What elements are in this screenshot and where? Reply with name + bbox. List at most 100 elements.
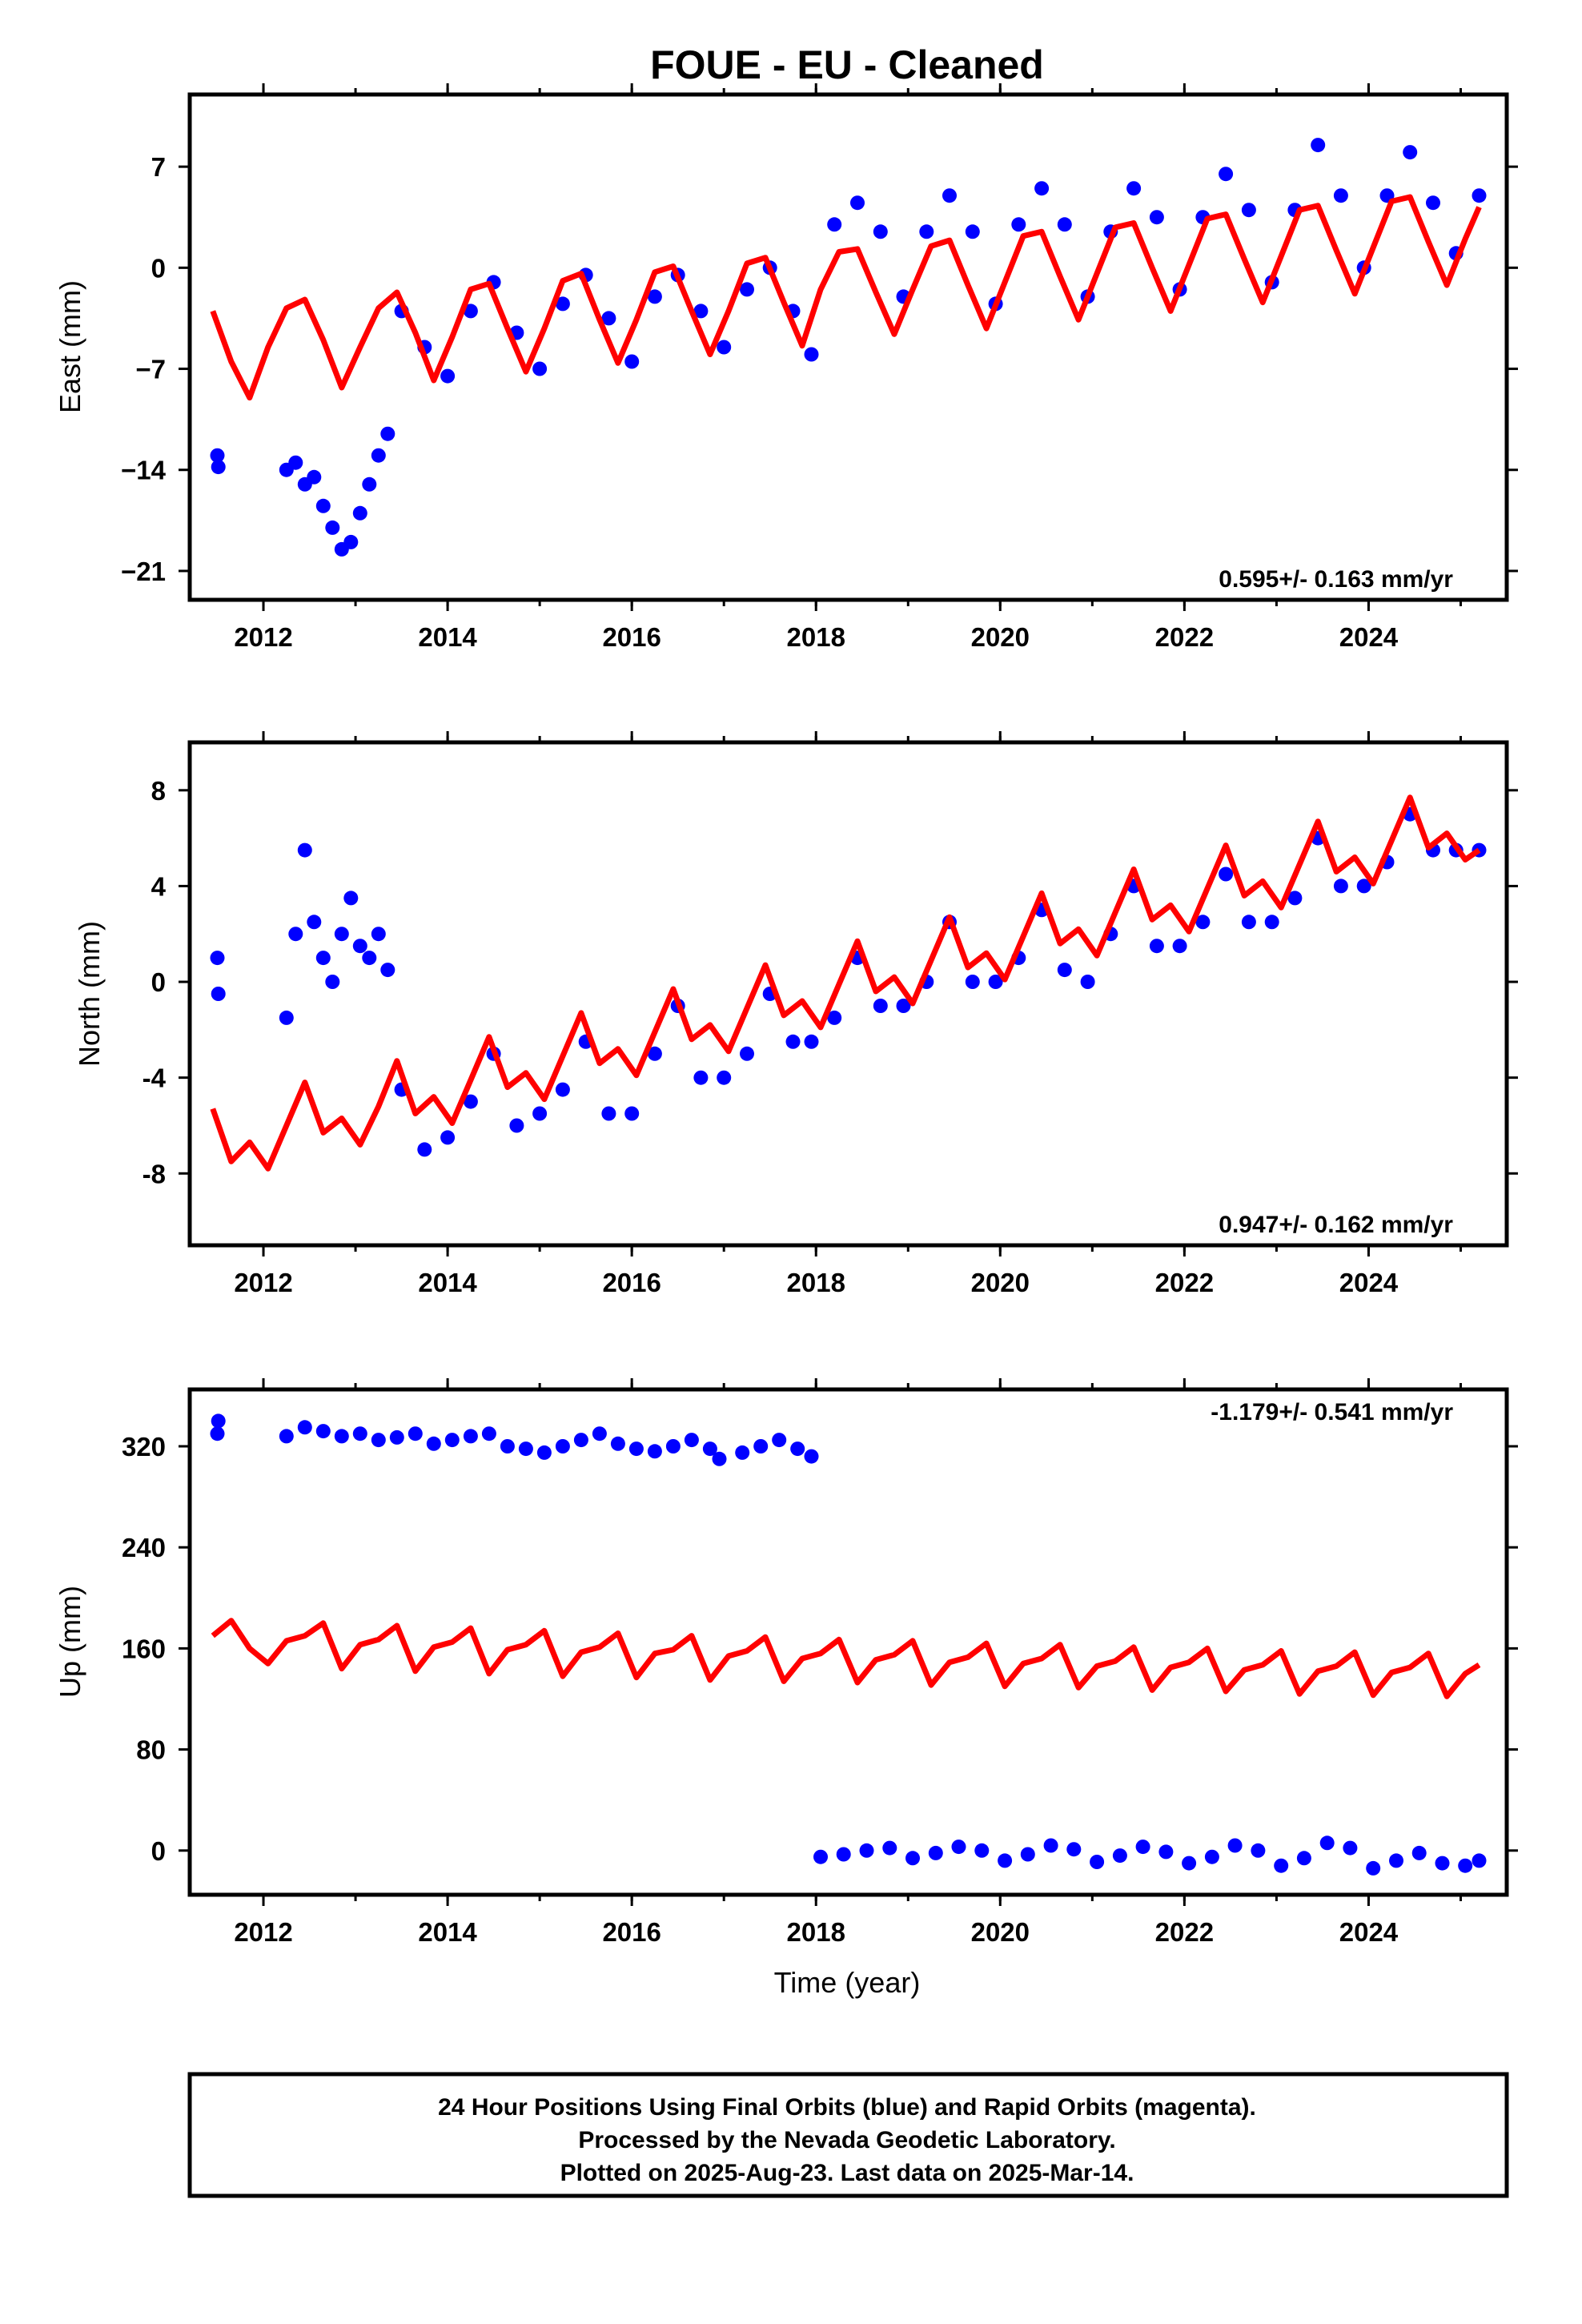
north-data-point — [371, 927, 386, 942]
up-data-point — [702, 1441, 717, 1457]
up-panel: 2012 2014 2016 2018 2020 2022 2024 320 240 160 80 0… — [54, 1378, 1518, 1999]
north-data-point — [463, 1094, 478, 1109]
north-data-point — [601, 1106, 616, 1121]
up-data-point — [1458, 1858, 1473, 1873]
up-data-point — [426, 1436, 441, 1451]
up-data-point — [518, 1441, 533, 1457]
east-data-point — [1126, 181, 1142, 196]
up-data-point — [210, 1426, 225, 1441]
north-data-point — [1057, 963, 1072, 978]
y-tick-label: −14 — [121, 456, 167, 485]
up-data-point — [836, 1847, 851, 1862]
footer-box: 24 Hour Positions Using Final Orbits (bl… — [187, 2072, 1509, 2198]
north-data-point — [279, 1010, 294, 1025]
east-plot-frame — [187, 92, 1509, 602]
north-data-point — [334, 927, 349, 942]
north-data-point — [325, 975, 340, 989]
up-data-point — [592, 1426, 607, 1441]
north-data-point — [717, 1070, 732, 1085]
east-data-point — [1149, 210, 1164, 225]
up-data-point — [555, 1439, 570, 1454]
up-data-point — [882, 1840, 897, 1856]
x-tick-label: 2014 — [418, 1917, 477, 1947]
x-tick-label: 2012 — [234, 622, 292, 652]
x-tick-label: 2022 — [1155, 1268, 1214, 1297]
east-ticks: 2012 2014 2016 2018 2020 2022 2024 7 0 −7 −14 −21 — [121, 83, 1518, 652]
up-data-point — [1296, 1851, 1311, 1866]
north-y-axis-label: North (mm) — [73, 921, 106, 1067]
north-data-point — [297, 842, 312, 858]
x-tick-label: 2018 — [787, 1268, 845, 1297]
north-data-point — [380, 963, 396, 978]
x-tick-label: 2022 — [1155, 1917, 1214, 1947]
y-tick-label: −7 — [135, 355, 166, 384]
up-data-point — [1182, 1856, 1197, 1871]
up-data-point — [1343, 1840, 1358, 1856]
east-data-point — [873, 224, 888, 239]
east-data-point — [1011, 217, 1026, 232]
east-data-point — [532, 361, 548, 376]
east-velocity-label: 0.595+/- 0.163 mm/yr — [1219, 566, 1453, 593]
up-data-point — [859, 1843, 874, 1858]
up-data-point — [1366, 1860, 1381, 1876]
east-data-point — [362, 476, 377, 492]
up-data-point — [279, 1429, 294, 1444]
up-ticks: 2012 2014 2016 2018 2020 2022 2024 320 240 160 80 0 — [122, 1378, 1518, 1947]
x-tick-label: 2012 — [234, 1917, 292, 1947]
x-tick-label: 2024 — [1339, 622, 1399, 652]
up-data-point — [1472, 1853, 1487, 1868]
east-data-point — [624, 354, 640, 369]
north-data-point — [315, 951, 331, 966]
north-data-point — [988, 975, 1003, 989]
y-tick-label: −21 — [121, 557, 166, 586]
up-data-point — [1112, 1848, 1127, 1864]
up-data-point — [536, 1445, 552, 1460]
footer-line-3: Plotted on 2025-Aug-23. Last data on 202… — [560, 2160, 1134, 2186]
east-data-point — [693, 304, 709, 319]
x-tick-label: 2016 — [602, 1917, 661, 1947]
up-data-point — [974, 1843, 990, 1858]
up-data-point — [1227, 1838, 1243, 1853]
y-tick-label: 240 — [122, 1533, 166, 1562]
north-data-point — [804, 1034, 819, 1049]
north-data-point — [417, 1142, 432, 1157]
up-data-point — [928, 1845, 943, 1860]
north-data-point — [1080, 975, 1095, 989]
x-axis-label: Time (year) — [774, 1966, 921, 1999]
y-tick-label: -4 — [143, 1063, 167, 1093]
north-plot-frame — [187, 740, 1509, 1248]
east-data-point — [371, 448, 386, 463]
y-tick-label: 8 — [151, 776, 166, 806]
x-tick-label: 2014 — [418, 622, 477, 652]
x-tick-label: 2022 — [1155, 622, 1214, 652]
north-data-point — [555, 1082, 570, 1097]
up-data-point — [998, 1853, 1013, 1868]
north-data-point — [440, 1130, 456, 1145]
east-panel: 2012 2014 2016 2018 2020 2022 2024 7 0 −7 −14 −21 E… — [54, 83, 1518, 652]
north-data-point — [1219, 866, 1234, 882]
north-data-point — [785, 1034, 801, 1049]
east-data-point — [942, 188, 957, 203]
y-tick-label: -8 — [143, 1159, 166, 1188]
up-data-point — [463, 1429, 478, 1444]
up-data-point — [712, 1451, 727, 1466]
y-tick-label: 0 — [151, 253, 166, 283]
up-data-point — [1043, 1838, 1058, 1853]
x-tick-label: 2016 — [602, 1268, 661, 1297]
east-data-point — [601, 311, 616, 326]
east-data-point — [1426, 195, 1440, 211]
up-data-point — [665, 1439, 681, 1454]
north-data-point — [740, 1046, 754, 1061]
x-tick-label: 2024 — [1339, 1268, 1399, 1297]
x-tick-label: 2018 — [787, 622, 845, 652]
y-tick-label: 160 — [122, 1634, 166, 1663]
up-data-point — [389, 1429, 404, 1445]
up-data-point — [371, 1433, 386, 1448]
up-data-point — [772, 1433, 787, 1448]
x-tick-label: 2018 — [787, 1917, 845, 1947]
north-data-point — [362, 951, 377, 966]
x-tick-label: 2014 — [418, 1268, 477, 1297]
east-data-point — [1333, 188, 1348, 203]
y-tick-label: 0 — [151, 1836, 166, 1866]
east-data-point — [1241, 203, 1256, 218]
